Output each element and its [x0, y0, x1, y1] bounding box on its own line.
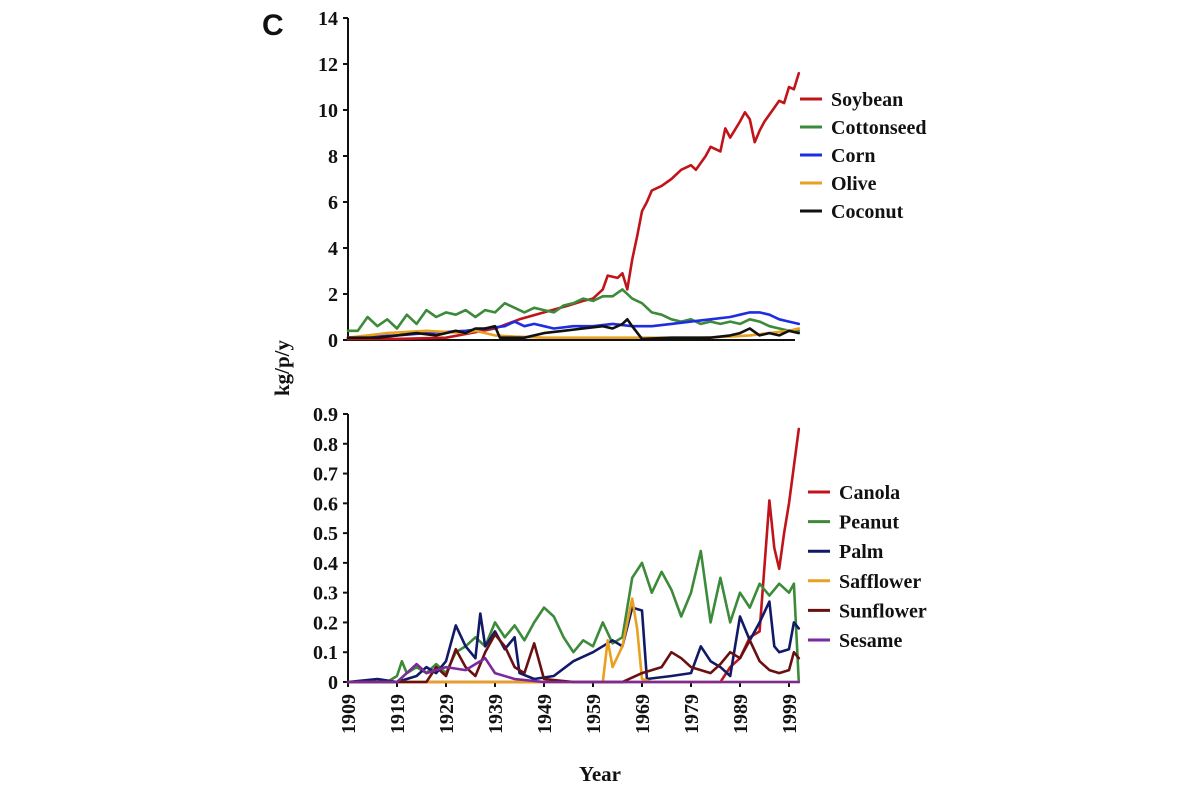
legend-label-cottonseed: Cottonseed: [831, 117, 927, 139]
top-legend: Soybean Cottonseed Corn Olive Coconut: [800, 89, 927, 223]
y-tick-label: 0: [328, 672, 338, 694]
bottom-x-tick-labels: 1909 1919 1929 1939 1949 1959 1969 1979 1989 1999: [338, 682, 801, 734]
y-tick-label: 0.1: [313, 642, 338, 664]
x-tick-label: 1939: [485, 694, 507, 734]
x-tick-label: 1979: [681, 694, 703, 734]
y-tick-label: 0.4: [313, 553, 338, 575]
series-line-cottonseed: [346, 288, 801, 333]
top-y-tick-labels: 0 2 4 6 8 10 12 14: [318, 8, 348, 352]
series-line-sunflower: [346, 633, 801, 684]
legend-label-canola: Canola: [839, 482, 900, 504]
y-tick-label: 12: [318, 54, 338, 76]
top-chart: 0 2 4 6 8 10 12 14 Soybean Cottonseed Corn Olive Co…: [318, 8, 927, 352]
x-tick-label: 1929: [436, 694, 458, 734]
series-line-sesame: [346, 656, 801, 684]
y-tick-label: 8: [328, 146, 338, 168]
y-tick-label: 0.2: [313, 612, 338, 634]
x-tick-label: 1919: [387, 694, 409, 734]
y-tick-label: 0.9: [313, 404, 338, 426]
legend-label-palm: Palm: [839, 541, 884, 563]
x-tick-label: 1959: [583, 694, 605, 734]
legend-label-sunflower: Sunflower: [839, 600, 927, 622]
series-line-canola: [346, 427, 801, 684]
legend-label-olive: Olive: [831, 173, 877, 195]
y-tick-label: 2: [328, 284, 338, 306]
y-tick-label: 0.7: [313, 464, 338, 486]
x-axis-title: Year: [579, 762, 621, 786]
x-tick-label: 1969: [632, 694, 654, 734]
top-series-lines: [346, 71, 801, 341]
x-tick-label: 1999: [779, 694, 801, 734]
y-tick-label: 0: [328, 330, 338, 352]
bottom-series-lines: [346, 427, 801, 684]
legend-label-coconut: Coconut: [831, 201, 904, 223]
x-tick-label: 1989: [730, 694, 752, 734]
y-tick-label: 14: [318, 8, 338, 30]
y-tick-label: 10: [318, 100, 338, 122]
bottom-y-tick-labels: 0 0.1 0.2 0.3 0.4 0.5 0.6 0.7 0.8 0.9: [313, 404, 348, 694]
y-tick-label: 0.3: [313, 583, 338, 605]
series-line-soybean: [346, 71, 801, 341]
legend-label-soybean: Soybean: [831, 89, 903, 111]
series-line-coconut: [346, 317, 801, 341]
bottom-legend: Canola Peanut Palm Safflower Sunflower Sesame: [808, 482, 927, 652]
y-tick-label: 0.6: [313, 493, 338, 515]
series-line-palm: [346, 600, 801, 684]
y-tick-label: 6: [328, 192, 338, 214]
y-tick-label: 0.8: [313, 434, 338, 456]
y-tick-label: 4: [328, 238, 338, 260]
panel-label: C: [262, 9, 284, 42]
bottom-chart: 0 0.1 0.2 0.3 0.4 0.5 0.6 0.7 0.8 0.9 1909 1919 192…: [313, 404, 927, 734]
legend-label-safflower: Safflower: [839, 571, 921, 593]
y-axis-title: kg/p/y: [270, 339, 294, 396]
x-tick-label: 1909: [338, 694, 360, 734]
legend-label-peanut: Peanut: [839, 512, 899, 534]
legend-label-sesame: Sesame: [839, 630, 902, 652]
x-tick-label: 1949: [534, 694, 556, 734]
y-tick-label: 0.5: [313, 523, 338, 545]
legend-label-corn: Corn: [831, 145, 875, 167]
